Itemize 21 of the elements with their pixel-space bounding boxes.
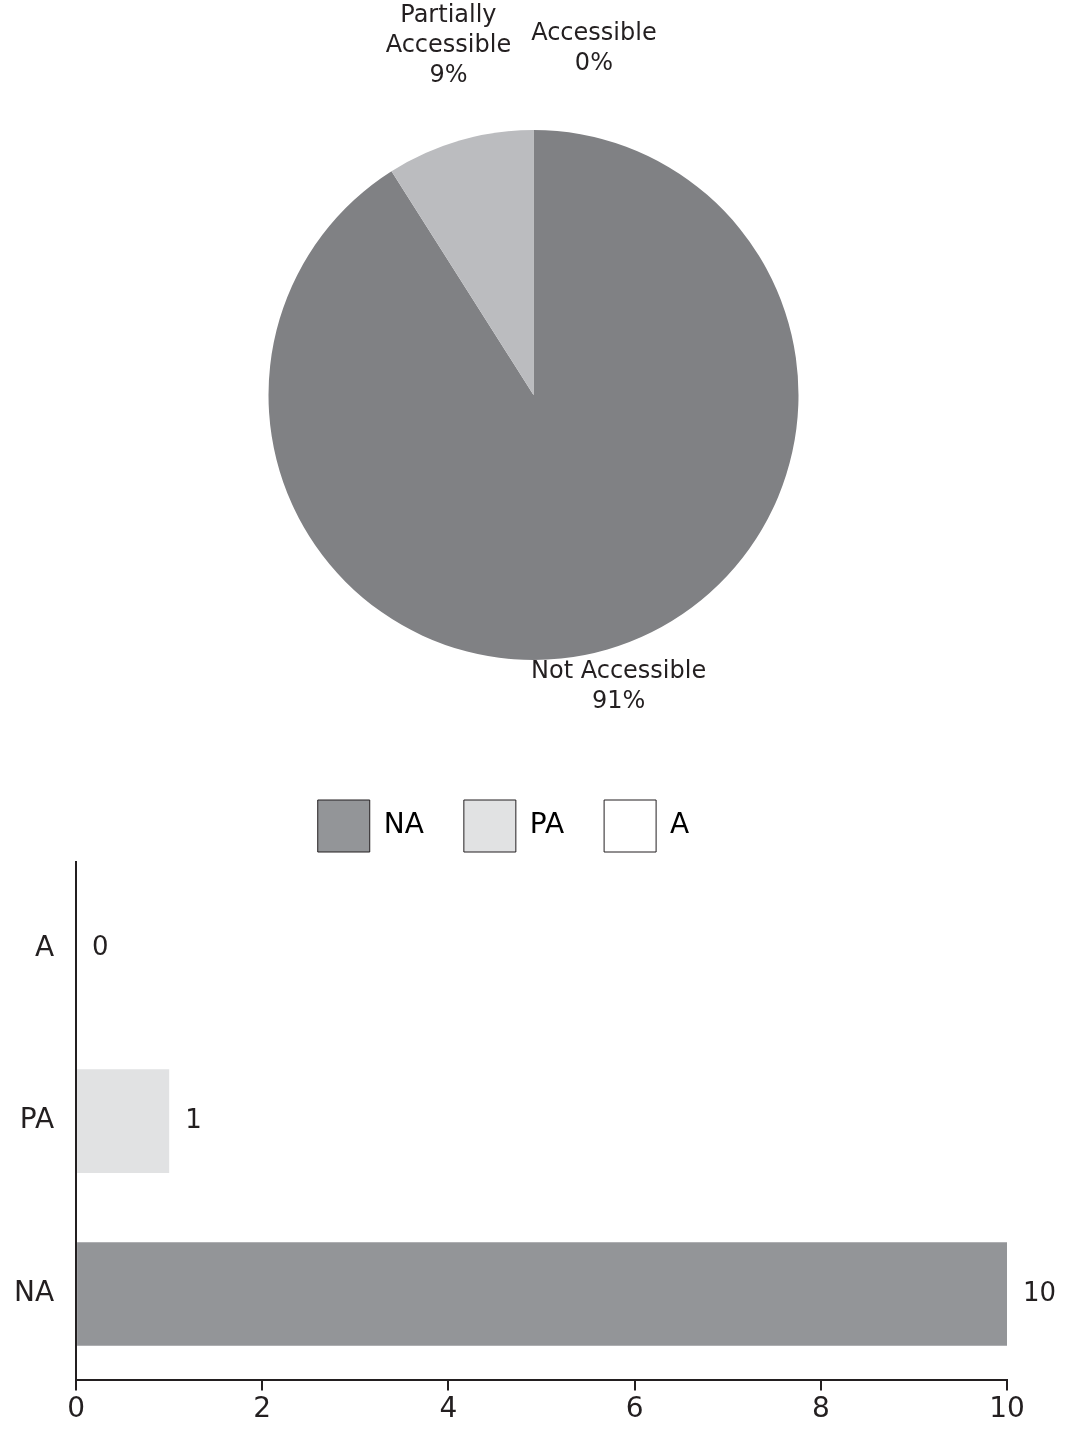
- x-tick-label: 8: [811, 1391, 830, 1425]
- data-label: 10: [1023, 1276, 1057, 1307]
- y-tick-label: PA: [19, 1102, 55, 1136]
- x-tick-label: 2: [253, 1391, 272, 1425]
- y-tick-label: NA: [13, 1275, 55, 1309]
- text: 0%: [574, 48, 613, 76]
- slice-label: Partially Accessible: [385, 0, 512, 59]
- category-label: Accessible: [531, 18, 657, 46]
- data-label: 1: [185, 1103, 202, 1134]
- data-label: 0: [92, 931, 109, 962]
- legend-label: A: [670, 807, 690, 841]
- data-label: 91%: [591, 685, 646, 714]
- x-tick-label: 10: [989, 1391, 1025, 1425]
- legend-label: NA: [383, 807, 424, 841]
- y-tick-label: A: [34, 929, 55, 963]
- data-label: 9%: [429, 60, 468, 89]
- x-tick-label: 6: [625, 1391, 644, 1425]
- x-tick-label: 4: [439, 1391, 458, 1425]
- x-tick-label: 0: [67, 1391, 86, 1425]
- legend-label: PA: [529, 807, 565, 841]
- slice-label: Not Accessible: [531, 655, 707, 684]
